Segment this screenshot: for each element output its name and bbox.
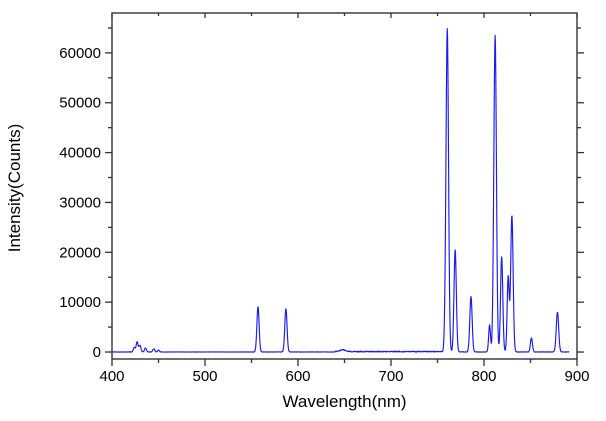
x-tick-label: 900	[564, 368, 589, 385]
y-tick-label: 40000	[59, 145, 101, 162]
x-tick-label: 700	[378, 368, 403, 385]
x-tick-label: 500	[192, 368, 217, 385]
y-tick-label: 20000	[59, 244, 101, 261]
x-tick-label: 800	[471, 368, 496, 385]
plot-frame	[111, 12, 578, 360]
x-tick-label: 600	[285, 368, 310, 385]
y-tick-label: 60000	[59, 45, 101, 62]
x-axis-title: Wavelength(nm)	[282, 392, 407, 411]
spectrum-line	[112, 28, 570, 353]
y-tick-label: 50000	[59, 95, 101, 112]
y-tick-label: 10000	[59, 294, 101, 311]
y-tick-label: 30000	[59, 194, 101, 211]
y-axis-title: Intensity(Counts)	[5, 123, 24, 253]
y-tick-label: 0	[93, 344, 101, 361]
x-tick-label: 400	[99, 368, 124, 385]
